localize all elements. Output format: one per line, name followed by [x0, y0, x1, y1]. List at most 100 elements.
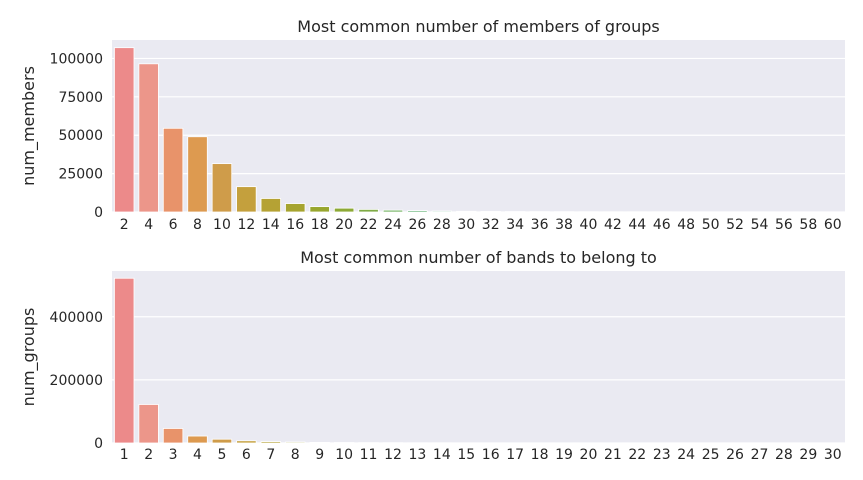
bar	[333, 207, 355, 213]
y-tick-label: 0	[94, 205, 103, 221]
x-tick-label: 4	[144, 217, 153, 233]
bar	[260, 441, 281, 444]
bar	[407, 210, 428, 213]
x-tick-label: 2	[144, 447, 153, 463]
x-tick-label: 20	[580, 447, 598, 463]
x-tick-label: 56	[775, 217, 793, 233]
x-tick-label: 12	[237, 217, 255, 233]
y-tick-label: 75000	[58, 90, 103, 106]
x-tick-label: 24	[384, 217, 402, 233]
x-tick-label: 8	[291, 447, 300, 463]
x-tick-label: 42	[604, 217, 622, 233]
y-axis-label: num_groups	[19, 308, 39, 407]
x-tick-label: 3	[169, 447, 178, 463]
bar	[187, 435, 208, 444]
chart-title: Most common number of members of groups	[297, 17, 659, 36]
bar	[236, 440, 257, 444]
x-tick-label: 18	[531, 447, 549, 463]
x-tick-label: 28	[433, 217, 451, 233]
x-tick-label: 9	[315, 447, 324, 463]
x-tick-label: 8	[193, 217, 202, 233]
x-tick-label: 16	[286, 217, 304, 233]
x-tick-label: 26	[409, 217, 427, 233]
bar	[480, 211, 501, 213]
x-tick-label: 36	[531, 217, 549, 233]
x-tick-label: 52	[726, 217, 744, 233]
x-tick-label: 18	[311, 217, 329, 233]
x-tick-label: 1	[120, 447, 129, 463]
y-tick-label: 0	[94, 436, 103, 452]
bar	[114, 277, 135, 444]
x-tick-label: 54	[751, 217, 769, 233]
x-tick-label: 21	[604, 447, 622, 463]
x-tick-label: 44	[628, 217, 646, 233]
x-tick-label: 22	[360, 217, 378, 233]
bar	[285, 203, 306, 213]
bar	[431, 210, 453, 213]
x-tick-label: 22	[628, 447, 646, 463]
bar	[456, 210, 477, 213]
x-tick-label: 11	[360, 447, 378, 463]
y-tick-label: 200000	[50, 373, 103, 389]
x-tick-label: 24	[677, 447, 695, 463]
x-tick-label: 25	[702, 447, 720, 463]
x-tick-label: 17	[506, 447, 524, 463]
bar	[285, 441, 306, 444]
x-tick-label: 29	[799, 447, 817, 463]
x-tick-label: 20	[335, 217, 353, 233]
x-tick-label: 40	[580, 217, 598, 233]
bar	[162, 428, 184, 444]
x-tick-label: 6	[169, 217, 178, 233]
plot-area	[112, 40, 845, 212]
y-tick-label: 50000	[58, 128, 103, 144]
x-tick-label: 13	[409, 447, 427, 463]
bar	[187, 136, 208, 213]
x-tick-label: 26	[726, 447, 744, 463]
x-tick-label: 30	[457, 217, 475, 233]
y-tick-label: 25000	[58, 167, 103, 183]
bar	[138, 404, 159, 444]
x-tick-label: 32	[482, 217, 500, 233]
x-tick-label: 27	[751, 447, 769, 463]
bar	[309, 441, 330, 444]
x-tick-label: 60	[824, 217, 842, 233]
bar	[138, 63, 159, 213]
bar	[211, 163, 233, 213]
x-tick-label: 19	[555, 447, 573, 463]
y-axis-label: num_members	[19, 66, 39, 186]
y-tick-label: 100000	[50, 51, 103, 67]
bar	[211, 438, 233, 444]
x-tick-label: 30	[824, 447, 842, 463]
x-tick-label: 23	[653, 447, 671, 463]
x-tick-label: 12	[384, 447, 402, 463]
x-tick-label: 10	[335, 447, 353, 463]
x-tick-label: 38	[555, 217, 573, 233]
bar	[309, 206, 330, 213]
x-tick-label: 14	[433, 447, 451, 463]
bar	[382, 209, 404, 213]
x-tick-label: 28	[775, 447, 793, 463]
x-tick-label: 5	[217, 447, 226, 463]
bar	[162, 127, 184, 213]
x-tick-label: 34	[506, 217, 524, 233]
x-tick-label: 14	[262, 217, 280, 233]
x-tick-label: 58	[799, 217, 817, 233]
x-tick-label: 48	[677, 217, 695, 233]
x-tick-label: 10	[213, 217, 231, 233]
y-tick-label: 400000	[50, 310, 103, 326]
bar	[358, 208, 379, 213]
chart-title: Most common number of bands to belong to	[300, 248, 657, 267]
x-tick-label: 2	[120, 217, 129, 233]
bar	[236, 186, 257, 213]
plot-area	[112, 271, 845, 443]
x-tick-label: 7	[266, 447, 275, 463]
x-tick-label: 50	[702, 217, 720, 233]
x-tick-label: 16	[482, 447, 500, 463]
x-tick-label: 46	[653, 217, 671, 233]
bar	[114, 47, 135, 213]
x-tick-label: 4	[193, 447, 202, 463]
bar	[260, 198, 281, 213]
